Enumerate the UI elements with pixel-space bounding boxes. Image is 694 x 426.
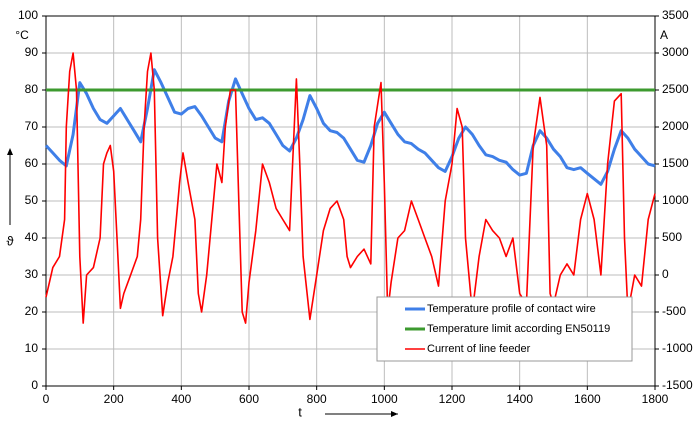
y2-unit: A — [660, 28, 668, 42]
y-tick-label: 0 — [31, 378, 38, 392]
y2-tick-label: 0 — [662, 267, 669, 281]
y2-tick-label: 1500 — [662, 156, 689, 170]
series-line — [45, 52, 656, 324]
x-tick-label: 0 — [43, 392, 50, 406]
x-tick-label: 800 — [307, 392, 327, 406]
y2-tick-label: -500 — [662, 304, 686, 318]
legend-label: Current of line feeder — [427, 343, 531, 355]
y2-tick-label: -1500 — [662, 378, 693, 392]
y2-tick-label: 2500 — [662, 82, 689, 96]
y2-tick-label: 3000 — [662, 45, 689, 59]
y-arrow-head — [7, 148, 13, 155]
y2-tick-label: -1000 — [662, 341, 693, 355]
y-tick-label: 70 — [25, 119, 39, 133]
x-arrow-head — [391, 411, 398, 417]
y-tick-label: 100 — [18, 8, 38, 22]
y2-tick-label: 1000 — [662, 193, 689, 207]
series-line — [44, 68, 656, 186]
y-tick-label: 40 — [25, 230, 39, 244]
y-tick-label: 60 — [25, 156, 39, 170]
y-tick-label: 10 — [25, 341, 39, 355]
x-tick-label: 200 — [104, 392, 124, 406]
x-tick-label: 1800 — [642, 392, 669, 406]
y2-tick-label: 3500 — [662, 8, 689, 22]
y-axis-label: ϑ — [6, 233, 14, 248]
y-tick-label: 50 — [25, 193, 39, 207]
x-tick-label: 1600 — [574, 392, 601, 406]
legend-label: Temperature profile of contact wire — [427, 303, 596, 315]
y-tick-label: 30 — [25, 267, 39, 281]
x-tick-label: 400 — [171, 392, 191, 406]
x-tick-label: 1200 — [439, 392, 466, 406]
x-tick-label: 600 — [239, 392, 259, 406]
y2-tick-label: 2000 — [662, 119, 689, 133]
y-tick-label: 20 — [25, 304, 39, 318]
x-tick-label: 1400 — [506, 392, 533, 406]
plot-frame — [45, 15, 656, 387]
y-unit: °C — [15, 28, 29, 42]
y-tick-label: 90 — [25, 45, 39, 59]
y2-tick-label: 500 — [662, 230, 682, 244]
x-axis-label: t — [298, 404, 302, 419]
y-tick-label: 80 — [25, 82, 39, 96]
legend-label: Temperature limit according EN50119 — [427, 323, 610, 335]
x-tick-label: 1000 — [371, 392, 398, 406]
